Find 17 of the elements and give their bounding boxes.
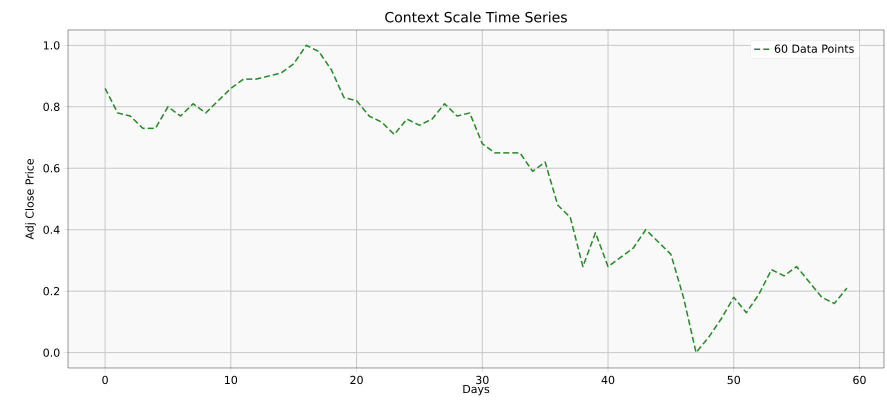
- x-tick-label: 0: [102, 376, 108, 384]
- y-tick-label: 1.0: [44, 41, 60, 50]
- x-tick-label: 50: [728, 376, 740, 384]
- x-tick-label: 60: [853, 376, 866, 384]
- x-tick-label: 10: [225, 376, 238, 384]
- x-axis-title: Days: [463, 384, 490, 396]
- x-tick-label: 20: [350, 376, 363, 384]
- y-tick-label: 0.4: [43, 226, 60, 234]
- legend-label: 60 Data Points: [774, 44, 854, 53]
- y-tick-label: 0.6: [43, 164, 60, 172]
- chart-title: Context Scale Time Series: [385, 12, 567, 22]
- x-tick-label: 40: [602, 376, 614, 384]
- y-tick-label: 0.8: [43, 102, 60, 111]
- x-tick-label: 30: [476, 376, 489, 384]
- y-axis-title: Adj Close Price: [25, 158, 36, 240]
- y-tick-label: 0.2: [43, 287, 60, 296]
- y-tick-label: 0.0: [43, 348, 60, 357]
